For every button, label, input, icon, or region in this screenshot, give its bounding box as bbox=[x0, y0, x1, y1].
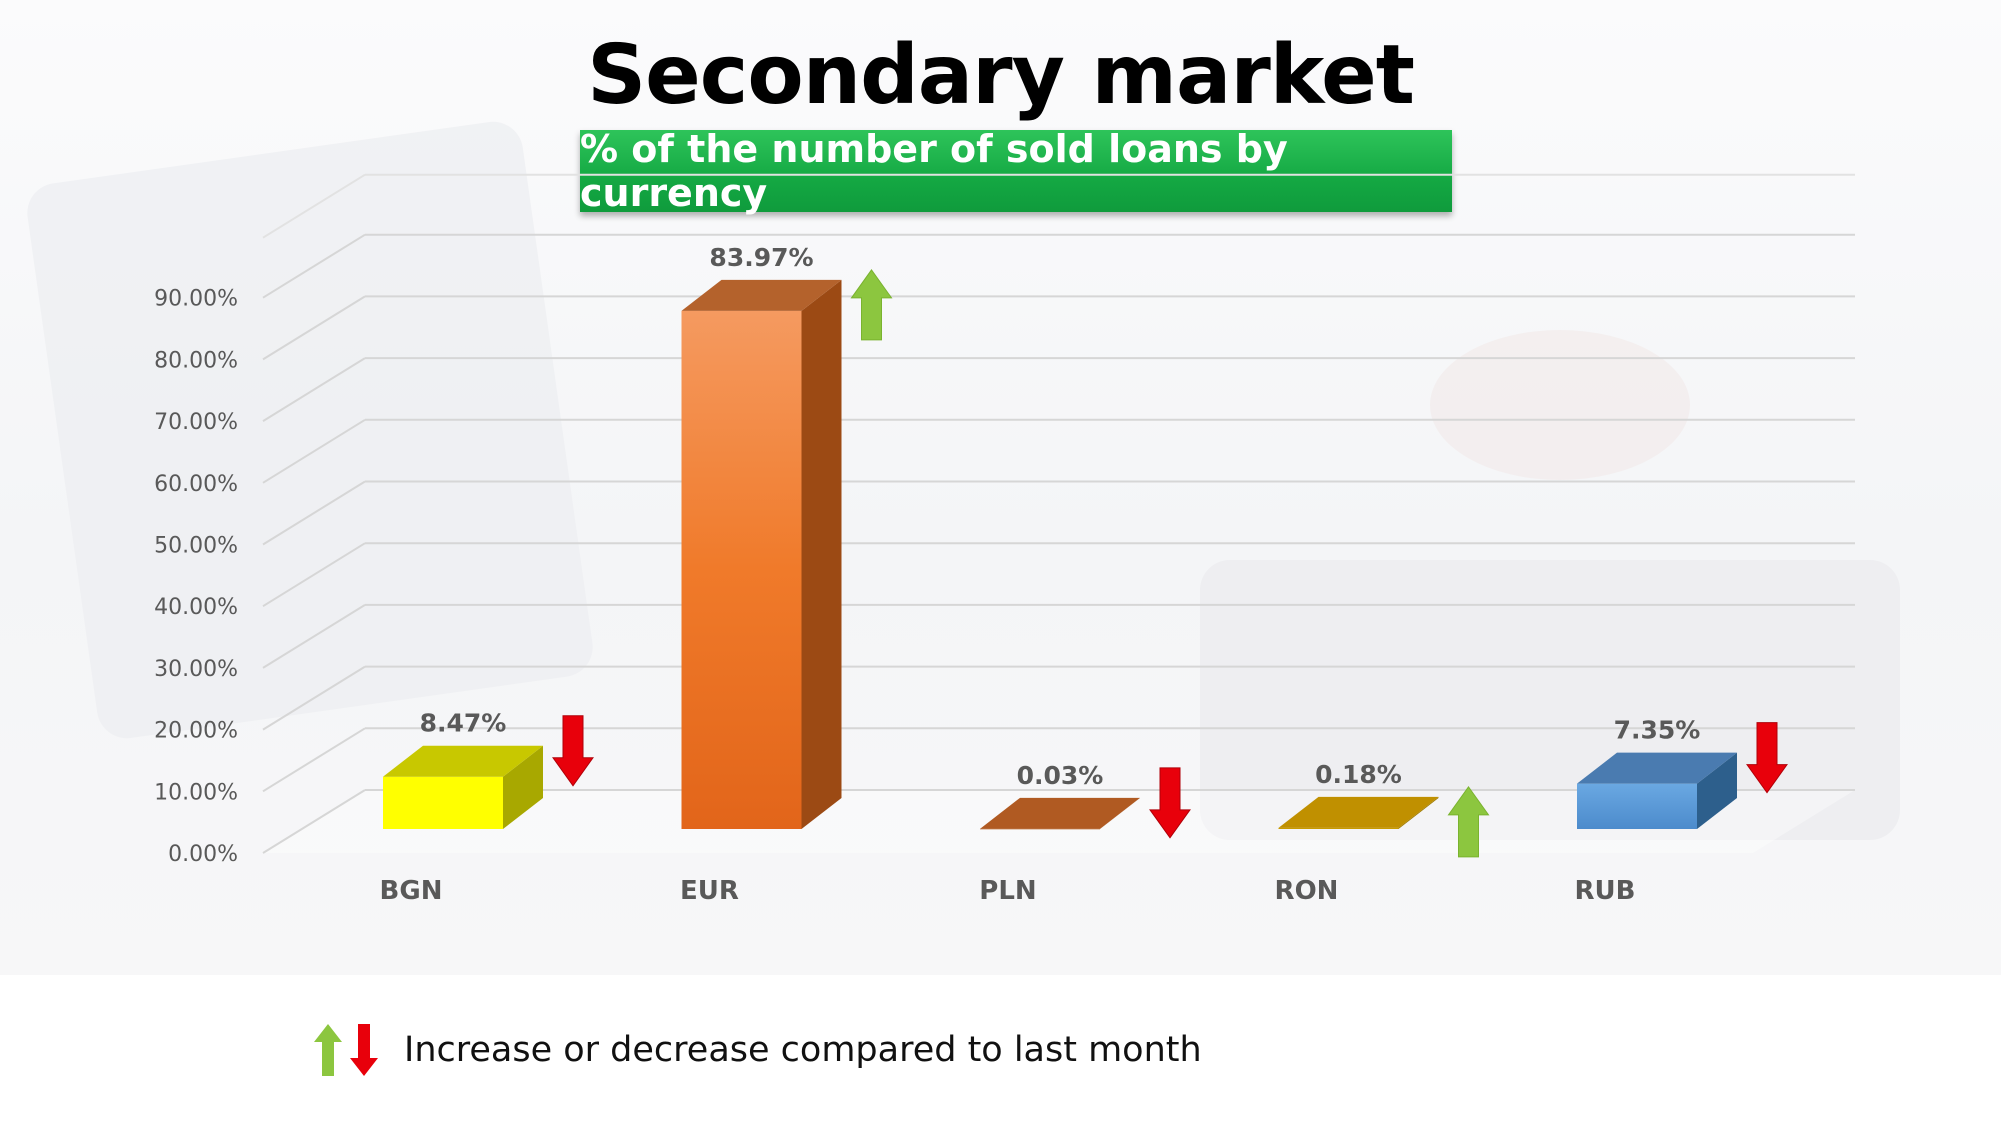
gridline-side bbox=[262, 295, 366, 361]
gridline-side bbox=[262, 357, 366, 422]
y-tick-label: 40.00% bbox=[154, 595, 238, 620]
data-label: 0.18% bbox=[1315, 760, 1402, 789]
y-tick-label: 90.00% bbox=[154, 287, 238, 312]
gridline-side bbox=[262, 727, 366, 793]
x-tick-label: RON bbox=[1275, 876, 1339, 906]
bar-chart: 0.00% 10.00% 20.00% 30.00% 40.00% 50.00% 60.00… bbox=[154, 173, 1855, 906]
bar-side-face bbox=[1398, 796, 1439, 829]
data-label: 0.03% bbox=[1017, 761, 1104, 790]
bar-side-face bbox=[1100, 797, 1140, 829]
y-tick-label: 30.00% bbox=[154, 657, 238, 682]
bar-top-face bbox=[980, 797, 1140, 829]
y-tick-label: 60.00% bbox=[154, 472, 238, 497]
bar-front-face bbox=[980, 828, 1100, 830]
bar-top-face bbox=[681, 279, 842, 311]
gridline-side bbox=[262, 542, 366, 608]
bar-front-face bbox=[1577, 783, 1697, 829]
y-tick-label: 0.00% bbox=[168, 842, 238, 867]
gridline-side-top bbox=[262, 173, 366, 239]
bar-ron bbox=[1278, 796, 1439, 829]
up-arrow-icon bbox=[850, 269, 893, 341]
data-label: 83.97% bbox=[709, 243, 813, 272]
bar-eur bbox=[681, 279, 842, 829]
y-tick-label: 80.00% bbox=[154, 348, 238, 373]
up-arrow-icon bbox=[1447, 786, 1490, 858]
bar-side-face bbox=[1697, 752, 1737, 829]
bar-pln bbox=[980, 797, 1140, 830]
y-tick-label: 10.00% bbox=[154, 780, 238, 805]
data-label: 7.35% bbox=[1614, 716, 1701, 745]
bar-top-face bbox=[1577, 752, 1737, 784]
legend-text: Increase or decrease compared to last mo… bbox=[404, 1030, 1202, 1070]
down-arrow-icon bbox=[552, 715, 594, 787]
bar-top-face bbox=[1278, 796, 1439, 828]
down-arrow-icon bbox=[1746, 722, 1788, 794]
bars: 8.47% 83.97% 0.03% 0.18% 7.35% bbox=[383, 243, 1737, 830]
x-tick-label: PLN bbox=[979, 876, 1036, 906]
trend-arrows bbox=[552, 269, 1788, 858]
bar-side-face bbox=[801, 279, 842, 829]
gridline-side bbox=[262, 233, 366, 299]
bar-front-face bbox=[383, 776, 503, 829]
legend: Increase or decrease compared to last mo… bbox=[312, 1020, 1202, 1080]
gridline-side bbox=[262, 480, 366, 546]
chart-subtitle-banner: % of the number of sold loans by currenc… bbox=[580, 127, 1452, 215]
y-tick-label: 20.00% bbox=[154, 719, 238, 744]
down-arrow-icon bbox=[1149, 767, 1191, 839]
gridline-side bbox=[262, 665, 366, 731]
bar-front-face bbox=[1278, 827, 1399, 829]
gridline-side bbox=[262, 789, 366, 854]
bar-bgn bbox=[383, 745, 543, 829]
y-axis: 0.00% 10.00% 20.00% 30.00% 40.00% 50.00% 60.00… bbox=[154, 287, 238, 867]
x-tick-label: BGN bbox=[380, 876, 443, 906]
data-label: 8.47% bbox=[420, 709, 507, 738]
bar-front-face bbox=[681, 310, 802, 829]
gridline-side bbox=[262, 418, 366, 484]
x-axis: BGN EUR PLN RON RUB bbox=[380, 876, 1636, 906]
up-down-arrows-icon bbox=[314, 1024, 378, 1076]
gridline-side bbox=[262, 604, 366, 669]
x-tick-label: RUB bbox=[1575, 876, 1636, 906]
bar-rub bbox=[1577, 752, 1737, 829]
bar-top-face bbox=[383, 745, 543, 777]
chart-title: Secondary market bbox=[587, 28, 1415, 123]
y-tick-label: 50.00% bbox=[154, 534, 238, 559]
y-tick-label: 70.00% bbox=[154, 410, 238, 435]
bar-side-face bbox=[503, 745, 543, 829]
x-tick-label: EUR bbox=[680, 876, 739, 906]
